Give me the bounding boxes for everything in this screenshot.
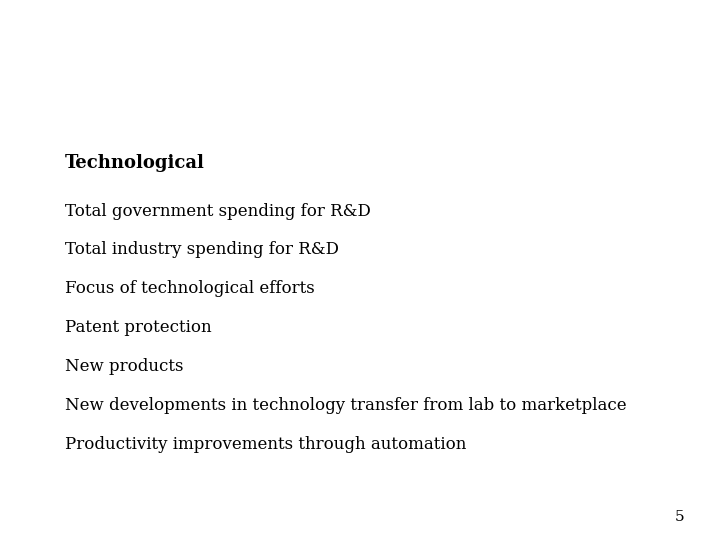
Text: Focus of technological efforts: Focus of technological efforts (65, 280, 315, 297)
Text: New products: New products (65, 358, 184, 375)
Text: 5: 5 (675, 510, 684, 524)
Text: Total industry spending for R&D: Total industry spending for R&D (65, 241, 339, 258)
Text: Patent protection: Patent protection (65, 319, 212, 336)
Text: New developments in technology transfer from lab to marketplace: New developments in technology transfer … (65, 397, 626, 414)
Text: Total government spending for R&D: Total government spending for R&D (65, 202, 371, 219)
Text: Technological: Technological (65, 154, 204, 172)
Text: Productivity improvements through automation: Productivity improvements through automa… (65, 436, 466, 453)
